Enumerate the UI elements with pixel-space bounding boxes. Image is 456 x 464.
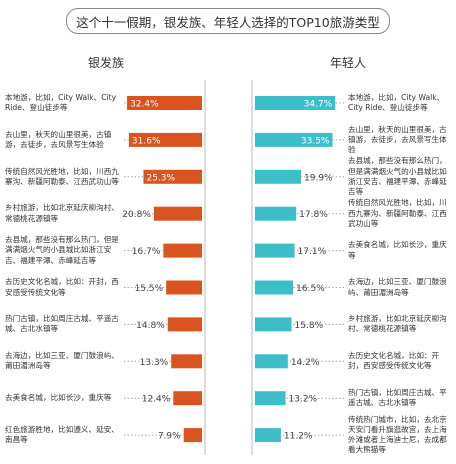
bar <box>127 96 202 110</box>
bar <box>255 280 294 295</box>
category-label-text: 传统自然风光胜地，比如，川西九寨沟、新疆阿勒泰、江西武功山等 <box>5 166 119 186</box>
value-label: 7.9% <box>158 432 181 442</box>
bar <box>255 243 295 258</box>
value-label: 20.8% <box>122 210 151 220</box>
right-header: 年轻人 <box>330 56 367 70</box>
category-label: 乡村旅游，比如北京延庆柳沟村、常德桃花源镇等 <box>348 306 452 342</box>
category-label: 去县城，那些没有那么热门，但是满满烟火气的小县城比如浙江安吉、福建平潭、赤峰延吉… <box>5 233 123 269</box>
bar <box>183 428 202 443</box>
category-label-text: 去历史文化名城，比如：开封，西安感受传统文化等 <box>5 277 119 297</box>
category-label-text: 去美食名城，比如长沙，重庆等 <box>348 240 447 260</box>
value-label: 33.5% <box>301 136 330 146</box>
category-label-text: 传统热门城市，比如，去北京天安门看升旗逛故宫，去上海外滩或者上海迪士尼，去成都看… <box>348 414 447 455</box>
category-label-text: 去美食名城，比如长沙，重庆等 <box>5 393 112 403</box>
bar <box>163 243 202 258</box>
category-label-text: 乡村旅游，比如北京延庆柳沟村、常德桃花源镇等 <box>5 203 119 223</box>
title: 这个十一假期，银发族、年轻人选择的TOP10旅游类型 <box>66 8 390 34</box>
bar <box>255 428 281 443</box>
value-label: 13.3% <box>140 358 169 368</box>
value-label: 15.8% <box>295 321 324 331</box>
bar <box>143 169 202 184</box>
category-label: 去海边，比如三亚、厦门鼓浪屿、莆田湄洲岛等 <box>348 270 452 306</box>
bar <box>255 354 288 369</box>
value-label: 13.2% <box>289 395 318 405</box>
value-label: 32.4% <box>130 100 159 110</box>
category-label-text: 去历史文化名城，比如：开封，西安感受传统文化等 <box>348 351 440 371</box>
category-label-text: 热门古镇，比如周庄古城、平遥古城、古北水镇等 <box>5 314 119 334</box>
category-label: 热门古镇，比如周庄古城、平遥古城、古北水镇等 <box>5 306 123 342</box>
category-label-text: 红色旅游胜地，比如遵义、延安、南昌等 <box>5 424 119 445</box>
category-label-text: 本地游，比如，City Walk、City Ride、登山徒步等 <box>5 92 117 112</box>
category-label-text: 热门古镇，比如周庄古城、平遥古城、古北水镇等 <box>348 387 447 408</box>
category-label-text: 去海边，比如三亚、厦门鼓浪屿、莆田湄洲岛等 <box>348 277 447 297</box>
category-label: 去美食名城，比如长沙，重庆等 <box>348 233 452 269</box>
value-label: 14.8% <box>136 321 165 331</box>
category-label-text: 本地游，比如，City Walk、City Ride、登山徒步等 <box>348 92 445 112</box>
category-label-text: 去山里，秋天的山里很美，古镇游，去徒步，去风景写生体验 <box>5 129 112 149</box>
category-label: 乡村旅游，比如北京延庆柳沟村、常德桃花源镇等 <box>5 196 123 232</box>
category-label: 红色旅游胜地，比如遵义、延安、南昌等 <box>5 417 123 453</box>
left-header: 银发族 <box>88 56 125 70</box>
bar <box>173 391 202 406</box>
value-label: 16.7% <box>132 247 161 257</box>
category-label-text: 去县城，那些没有那么热门，但是满满烟火气的小县城比如浙江安吉、福建平潭、赤峰延吉… <box>348 156 447 197</box>
bar <box>153 206 202 221</box>
category-label: 去历史文化名城，比如：开封，西安感受传统文化等 <box>5 270 123 306</box>
category-label-text: 去山里，秋天的山里很美，古镇游，去徒步，去风景写生体验 <box>348 124 447 155</box>
bar <box>171 354 202 369</box>
bar <box>166 280 202 295</box>
category-label: 热门古镇，比如周庄古城、平遥古城、古北水镇等 <box>348 380 452 416</box>
value-label: 16.5% <box>296 284 325 294</box>
category-label-text: 传统自然风光胜地，比如，川西九寨沟、新疆阿勒泰、江西武功山等 <box>348 198 447 228</box>
bar <box>255 132 333 147</box>
bar <box>128 132 202 147</box>
value-label: 19.9% <box>304 173 333 183</box>
bar <box>255 169 302 184</box>
bar <box>255 317 292 332</box>
bar <box>255 391 286 406</box>
value-label: 14.2% <box>291 358 320 368</box>
value-label: 12.4% <box>142 395 171 405</box>
category-label: 传统自然风光胜地，比如，川西九寨沟、新疆阿勒泰、江西武功山等 <box>5 159 123 195</box>
category-label: 去县城，那些没有那么热门，但是满满烟火气的小县城比如浙江安吉、福建平潭、赤峰延吉… <box>348 156 452 197</box>
value-label: 17.8% <box>299 210 328 220</box>
category-label: 去历史文化名城，比如：开封，西安感受传统文化等 <box>348 343 452 379</box>
category-label: 本地游，比如，City Walk、City Ride、登山徒步等 <box>348 85 452 121</box>
category-label-text: 去县城，那些没有那么热门，但是满满烟火气的小县城比如浙江安吉、福建平潭、赤峰延吉… <box>5 235 119 265</box>
category-label: 本地游，比如，City Walk、City Ride、登山徒步等 <box>5 85 123 121</box>
category-label: 传统自然风光胜地，比如，川西九寨沟、新疆阿勒泰、江西武功山等 <box>348 196 452 232</box>
category-label-text: 去海边，比如三亚、厦门鼓浪屿、莆田湄洲岛等 <box>5 351 119 371</box>
category-label: 去海边，比如三亚、厦门鼓浪屿、莆田湄洲岛等 <box>5 343 123 379</box>
category-label: 去山里，秋天的山里很美，古镇游，去徒步，去风景写生体验 <box>5 122 123 158</box>
category-label-text: 乡村旅游，比如北京延庆柳沟村、常德桃花源镇等 <box>348 314 447 334</box>
bar <box>255 206 297 221</box>
category-label: 去美食名城，比如长沙，重庆等 <box>5 380 123 416</box>
value-label: 34.7% <box>304 100 333 110</box>
bar <box>255 96 336 110</box>
value-label: 17.1% <box>298 247 327 257</box>
value-label: 31.6% <box>132 136 161 146</box>
value-label: 25.3% <box>146 173 175 183</box>
value-label: 11.2% <box>284 432 313 442</box>
bar <box>167 317 202 332</box>
category-label: 传统热门城市，比如，去北京天安门看升旗逛故宫，去上海外滩或者上海迪士尼，去成都看… <box>348 414 452 455</box>
value-label: 15.5% <box>135 284 164 294</box>
category-label: 去山里，秋天的山里很美，古镇游，去徒步，去风景写生体验 <box>348 122 452 158</box>
